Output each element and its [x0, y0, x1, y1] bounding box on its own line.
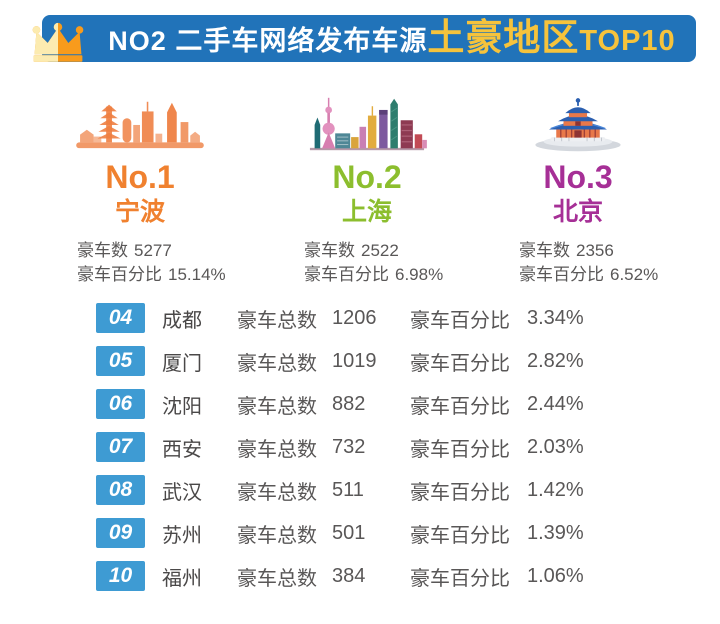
table-row: 10 福州 豪车总数 384 豪车百分比 1.06% [96, 561, 656, 591]
city-stats: 豪车数 2522 豪车百分比 6.98% [262, 239, 472, 287]
table-row: 08 武汉 豪车总数 511 豪车百分比 1.42% [96, 475, 656, 505]
percent-label: 豪车百分比 [77, 264, 162, 284]
percent-value: 15.14% [168, 264, 226, 284]
title-highlight: 土豪地区 [427, 17, 580, 58]
table-row: 07 西安 豪车总数 732 豪车百分比 2.03% [96, 432, 656, 462]
count-label: 豪车数 [77, 240, 128, 260]
total-label: 豪车总数 [237, 438, 317, 461]
percent-label: 豪车百分比 [410, 309, 510, 332]
crown-icon [28, 22, 88, 69]
rank-badge: 06 [96, 389, 145, 419]
top3-column-beijing: No.3 北京 豪车数 2356 豪车百分比 6.52% [473, 95, 683, 287]
percent-line: 豪车百分比 15.14% [77, 263, 245, 287]
percent-label: 豪车百分比 [410, 438, 510, 461]
total-value: 1019 [332, 349, 377, 372]
city-name: 北京 [552, 197, 603, 226]
city-name: 福州 [162, 567, 202, 590]
city-name: 上海 [341, 197, 392, 226]
rank-badge: 09 [96, 518, 145, 548]
percent-label: 豪车百分比 [304, 264, 389, 284]
top3-column-ningbo: No.1 宁波 豪车数 5277 豪车百分比 15.14% [35, 95, 245, 287]
total-value: 882 [332, 392, 366, 415]
city-name: 苏州 [162, 524, 202, 547]
ranking-list: 04 成都 豪车总数 1206 豪车百分比 3.34% 05 厦门 豪车总数 1… [96, 303, 656, 604]
city-name: 成都 [162, 309, 202, 332]
percent-label: 豪车百分比 [410, 481, 510, 504]
count-value: 2522 [361, 240, 399, 260]
page-title: NO2 二手车网络发布车源 土豪地区 TOP10 [62, 19, 675, 58]
percent-line: 豪车百分比 6.98% [304, 263, 472, 287]
total-label: 豪车总数 [237, 481, 317, 504]
total-label: 豪车总数 [237, 524, 317, 547]
percent-label: 豪车百分比 [410, 352, 510, 375]
table-row: 05 厦门 豪车总数 1019 豪车百分比 2.82% [96, 346, 656, 376]
percent-value: 1.42% [527, 478, 584, 501]
percent-value: 2.82% [527, 349, 584, 372]
percent-label: 豪车百分比 [519, 264, 604, 284]
total-value: 511 [332, 478, 364, 501]
percent-value: 1.06% [527, 564, 584, 587]
table-row: 06 沈阳 豪车总数 882 豪车百分比 2.44% [96, 389, 656, 419]
rank-badge: 04 [96, 303, 145, 333]
top3-column-shanghai: No.2 上海 豪车数 2522 豪车百分比 6.98% [262, 95, 472, 287]
count-label: 豪车数 [519, 240, 570, 260]
percent-label: 豪车百分比 [410, 567, 510, 590]
title-suffix: TOP10 [579, 25, 676, 57]
rank-label: No.2 [332, 159, 402, 195]
percent-value: 2.44% [527, 392, 584, 415]
total-label: 豪车总数 [237, 567, 317, 590]
percent-line: 豪车百分比 6.52% [519, 263, 683, 287]
total-value: 501 [332, 521, 366, 544]
count-value: 2356 [576, 240, 614, 260]
count-line: 豪车数 2356 [519, 239, 683, 263]
percent-value: 6.52% [610, 264, 659, 284]
city-name: 武汉 [162, 481, 202, 504]
percent-label: 豪车百分比 [410, 524, 510, 547]
city-stats: 豪车数 5277 豪车百分比 15.14% [35, 239, 245, 287]
rank-label: No.3 [543, 159, 613, 195]
percent-value: 3.34% [527, 306, 584, 329]
percent-value: 2.03% [527, 435, 584, 458]
city-name: 西安 [162, 438, 202, 461]
percent-value: 6.98% [395, 264, 444, 284]
title-prefix: NO2 二手车网络发布车源 [108, 26, 428, 56]
shanghai-skyline-icon [262, 95, 472, 153]
total-label: 豪车总数 [237, 309, 317, 332]
rank-badge: 08 [96, 475, 145, 505]
total-label: 豪车总数 [237, 395, 317, 418]
rank-label: No.1 [105, 159, 175, 195]
city-name: 宁波 [114, 197, 165, 226]
percent-value: 1.39% [527, 521, 584, 544]
rank-badge: 05 [96, 346, 145, 376]
percent-label: 豪车百分比 [410, 395, 510, 418]
table-row: 04 成都 豪车总数 1206 豪车百分比 3.34% [96, 303, 656, 333]
rank-badge: 07 [96, 432, 145, 462]
total-value: 384 [332, 564, 366, 587]
title-banner: NO2 二手车网络发布车源 土豪地区 TOP10 [42, 15, 696, 62]
city-name: 厦门 [162, 352, 202, 375]
total-label: 豪车总数 [237, 352, 317, 375]
city-name: 沈阳 [162, 395, 202, 418]
total-value: 732 [332, 435, 366, 458]
city-stats: 豪车数 2356 豪车百分比 6.52% [473, 239, 683, 287]
count-line: 豪车数 2522 [304, 239, 472, 263]
ningbo-skyline-icon [35, 95, 245, 153]
count-line: 豪车数 5277 [77, 239, 245, 263]
count-value: 5277 [134, 240, 172, 260]
rank-badge: 10 [96, 561, 145, 591]
beijing-temple-icon [473, 95, 683, 153]
total-value: 1206 [332, 306, 377, 329]
count-label: 豪车数 [304, 240, 355, 260]
table-row: 09 苏州 豪车总数 501 豪车百分比 1.39% [96, 518, 656, 548]
